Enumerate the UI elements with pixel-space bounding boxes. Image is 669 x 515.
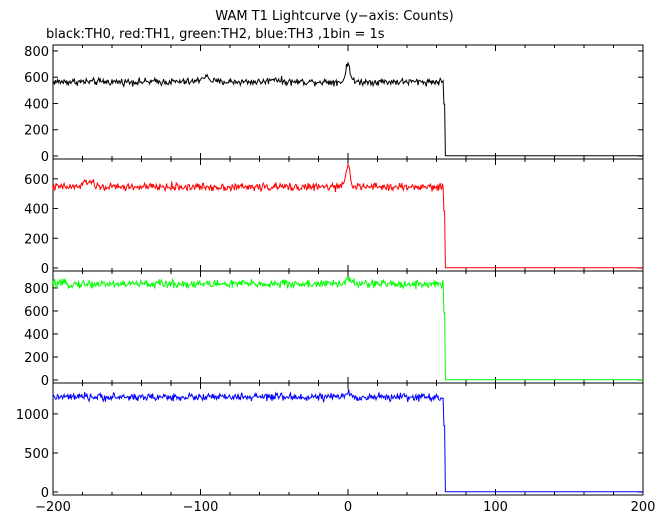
y-tick-label: 200 bbox=[24, 124, 49, 139]
y-tick-label: 0 bbox=[41, 486, 49, 501]
y-tick-label: 800 bbox=[24, 45, 49, 60]
series-line-th0 bbox=[52, 61, 643, 157]
x-tick-label: 0 bbox=[344, 500, 352, 515]
series-line-th3 bbox=[52, 388, 643, 493]
series-line-th1 bbox=[52, 162, 643, 269]
y-tick-label: 400 bbox=[24, 328, 49, 343]
x-tick-label: 200 bbox=[631, 500, 656, 515]
y-tick-label: 400 bbox=[24, 97, 49, 112]
series-line-th2 bbox=[52, 276, 643, 381]
chart-title: WAM T1 Lightcurve (y−axis: Counts) bbox=[215, 9, 454, 24]
y-tick-label: 600 bbox=[24, 173, 49, 188]
x-tick-label: −200 bbox=[35, 500, 71, 515]
y-tick-label: 1000 bbox=[16, 408, 49, 423]
panel-frame-th2 bbox=[52, 270, 644, 384]
panel-frame-th1 bbox=[52, 158, 644, 272]
chart-subtitle: black:TH0, red:TH1, green:TH2, blue:TH3 … bbox=[46, 27, 385, 42]
y-tick-label: 600 bbox=[24, 71, 49, 86]
y-tick-label: 500 bbox=[24, 447, 49, 462]
y-tick-label: 0 bbox=[41, 150, 49, 165]
y-tick-label: 200 bbox=[24, 351, 49, 366]
y-tick-label: 600 bbox=[24, 305, 49, 320]
x-tick-label: 100 bbox=[483, 500, 508, 515]
y-tick-label: 0 bbox=[41, 262, 49, 277]
y-tick-label: 200 bbox=[24, 232, 49, 247]
x-tick-label: −100 bbox=[183, 500, 219, 515]
y-tick-label: 800 bbox=[24, 282, 49, 297]
y-tick-label: 0 bbox=[41, 374, 49, 389]
y-tick-label: 400 bbox=[24, 203, 49, 218]
panel-frame-th3 bbox=[52, 382, 644, 496]
